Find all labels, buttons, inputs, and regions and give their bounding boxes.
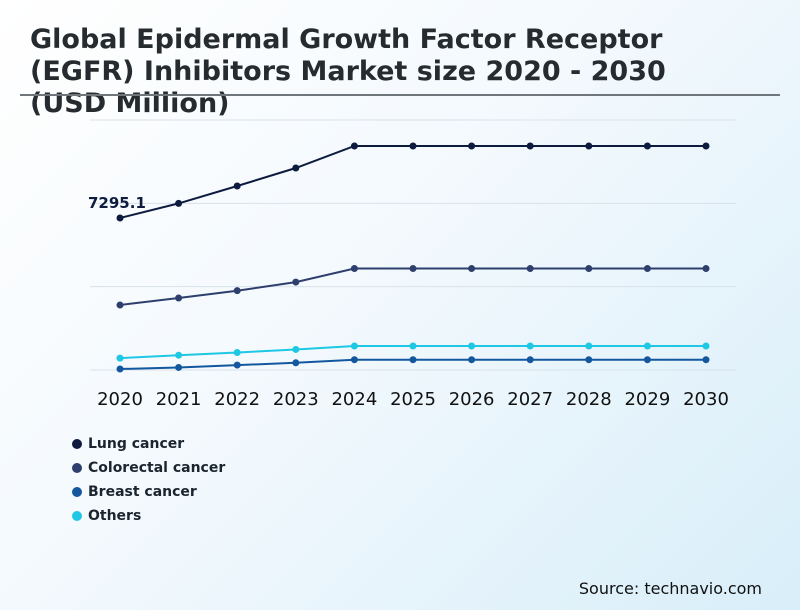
- data-point-breast-cancer: [233, 361, 241, 369]
- series-line-lung-cancer: [119, 145, 706, 219]
- x-tick-label: 2020: [97, 389, 143, 410]
- source-credit: Source: technavio.com: [578, 579, 762, 598]
- data-point-others: [409, 342, 417, 350]
- data-point-colorectal-cancer: [350, 265, 358, 273]
- data-point-lung-cancer: [116, 214, 124, 222]
- data-point-others: [468, 342, 476, 350]
- data-point-others: [643, 342, 651, 350]
- data-point-lung-cancer: [233, 182, 241, 190]
- legend-label: Colorectal cancer: [88, 460, 226, 476]
- x-tick-label: 2022: [214, 389, 260, 410]
- x-tick-label: 2024: [331, 389, 377, 410]
- x-tick-label: 2021: [156, 389, 202, 410]
- legend-marker: [72, 511, 82, 521]
- data-point-lung-cancer: [702, 142, 710, 150]
- x-tick-label: 2028: [566, 389, 612, 410]
- gridlines: [90, 119, 736, 371]
- data-point-lung-cancer: [526, 142, 534, 150]
- data-point-breast-cancer: [702, 356, 710, 364]
- data-point-lung-cancer: [409, 142, 417, 150]
- data-point-colorectal-cancer: [409, 265, 417, 273]
- data-point-lung-cancer: [350, 142, 358, 150]
- title-divider: [20, 94, 780, 96]
- data-label: 7295.1: [88, 194, 146, 212]
- data-point-colorectal-cancer: [702, 265, 710, 273]
- legend-item-others: Others: [72, 504, 225, 528]
- data-point-breast-cancer: [468, 356, 476, 364]
- data-point-lung-cancer: [175, 199, 183, 207]
- data-points: [116, 142, 710, 373]
- data-point-others: [702, 342, 710, 350]
- data-point-breast-cancer: [350, 356, 358, 364]
- data-point-lung-cancer: [643, 142, 651, 150]
- x-axis-ticks: 2020 2021 2022 2023 2024 2025 2026 2027 2028 2029…: [97, 389, 729, 410]
- data-point-others: [350, 342, 358, 350]
- data-point-colorectal-cancer: [292, 278, 300, 286]
- data-point-breast-cancer: [409, 356, 417, 364]
- chart-title: Global Epidermal Growth Factor Receptor …: [30, 24, 666, 119]
- x-tick-label: 2025: [390, 389, 436, 410]
- legend-item-breast-cancer: Breast cancer: [72, 480, 225, 504]
- data-point-colorectal-cancer: [116, 301, 124, 309]
- legend-marker: [72, 439, 82, 449]
- data-point-colorectal-cancer: [233, 287, 241, 295]
- data-point-colorectal-cancer: [175, 294, 183, 302]
- data-point-others: [233, 348, 241, 356]
- data-point-colorectal-cancer: [526, 265, 534, 273]
- data-point-lung-cancer: [585, 142, 593, 150]
- data-point-others: [585, 342, 593, 350]
- data-point-lung-cancer: [292, 164, 300, 172]
- legend-marker: [72, 487, 82, 497]
- data-point-colorectal-cancer: [643, 265, 651, 273]
- data-point-breast-cancer: [116, 365, 124, 373]
- data-point-breast-cancer: [175, 363, 183, 371]
- series-lines: [119, 145, 706, 370]
- legend-label: Lung cancer: [88, 436, 185, 452]
- data-point-colorectal-cancer: [585, 265, 593, 273]
- x-tick-label: 2030: [683, 389, 729, 410]
- data-point-others: [292, 345, 300, 353]
- data-point-breast-cancer: [292, 359, 300, 367]
- legend-marker: [72, 463, 82, 473]
- legend-item-lung-cancer: Lung cancer: [72, 432, 225, 456]
- x-tick-label: 2029: [624, 389, 670, 410]
- data-point-others: [175, 351, 183, 359]
- data-point-breast-cancer: [526, 356, 534, 364]
- data-point-breast-cancer: [643, 356, 651, 364]
- legend-label: Others: [88, 508, 142, 524]
- data-point-others: [116, 354, 124, 362]
- x-tick-label: 2026: [449, 389, 495, 410]
- data-labels: 7295.1: [88, 194, 146, 212]
- legend: Lung cancer Colorectal cancer Breast cance…: [72, 432, 225, 528]
- data-point-lung-cancer: [468, 142, 476, 150]
- legend-item-colorectal-cancer: Colorectal cancer: [72, 456, 225, 480]
- data-point-colorectal-cancer: [468, 265, 476, 273]
- x-tick-label: 2027: [507, 389, 553, 410]
- legend-label: Breast cancer: [88, 484, 197, 500]
- data-point-breast-cancer: [585, 356, 593, 364]
- x-tick-label: 2023: [273, 389, 319, 410]
- data-point-others: [526, 342, 534, 350]
